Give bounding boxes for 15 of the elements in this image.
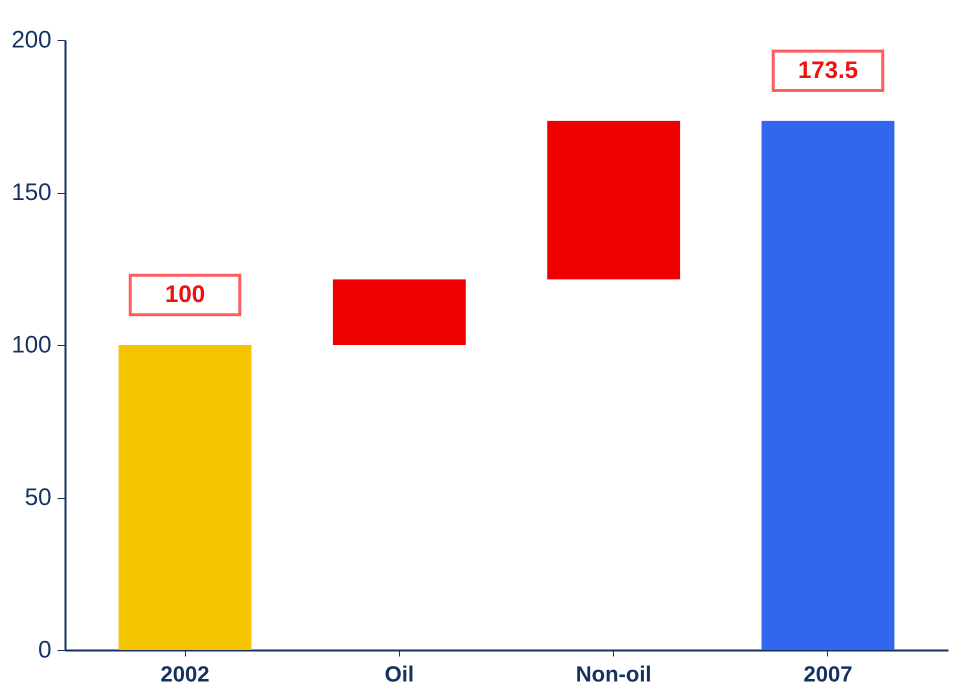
y-tick-label: 150 (11, 179, 52, 206)
bar (547, 120, 680, 280)
x-tick-label: 2007 (804, 662, 852, 686)
x-tick-label: Oil (384, 662, 414, 686)
y-tick-label: 0 (38, 636, 52, 664)
x-tick-label: Non-oil (576, 662, 652, 686)
y-tick-label: 200 (11, 26, 52, 54)
data-label: 173.5 (798, 56, 858, 84)
bar (762, 120, 894, 650)
y-tick-label: 100 (11, 332, 52, 358)
x-tick-label: 2002 (160, 662, 210, 686)
bar (118, 345, 252, 650)
data-label: 100 (164, 281, 206, 308)
y-tick-label: 50 (24, 484, 52, 511)
bar (332, 279, 466, 345)
